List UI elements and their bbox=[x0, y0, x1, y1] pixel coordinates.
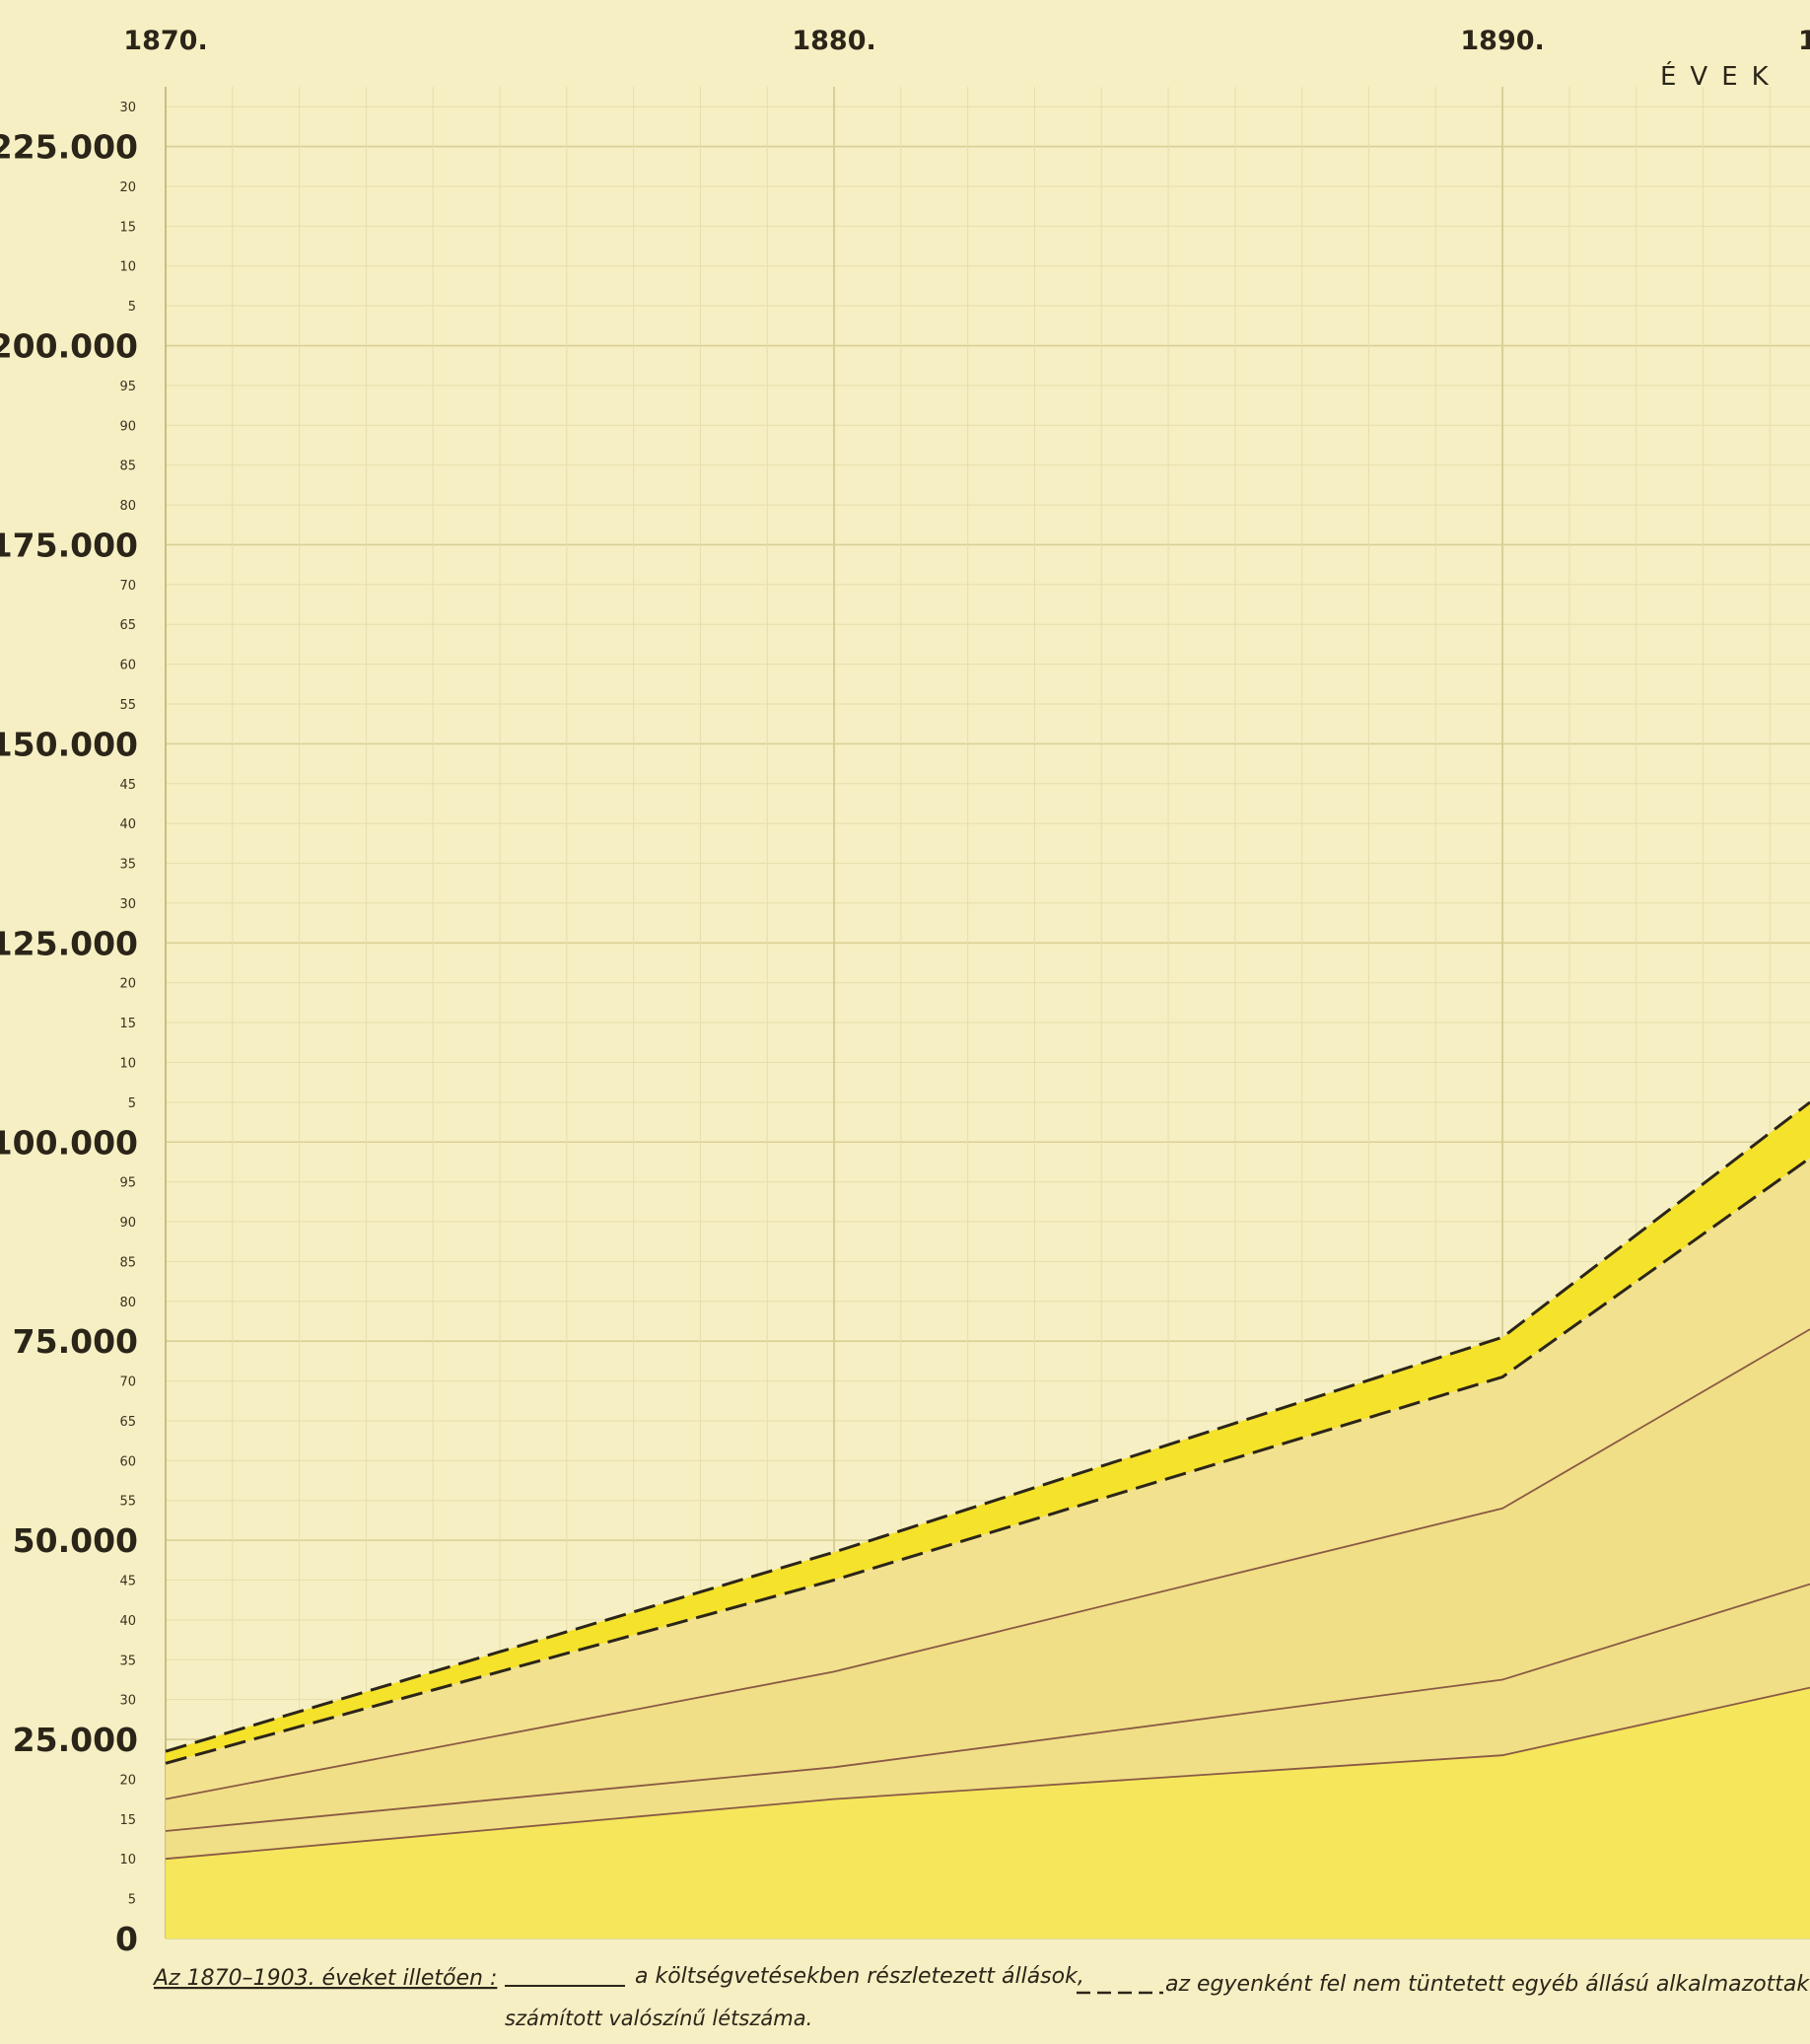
legend-line2: számított valószínű létszáma. bbox=[505, 2007, 812, 2030]
y-minor-tick-label: 30 bbox=[119, 1694, 136, 1709]
y-major-tick-label: 25.000 bbox=[13, 1721, 138, 1759]
legend-dashed-label: az egyenként fel nem tüntetett egyéb áll… bbox=[1165, 1972, 1810, 1997]
y-minor-tick-label: 80 bbox=[119, 1296, 136, 1310]
y-minor-tick-label: 60 bbox=[119, 659, 136, 673]
y-minor-tick-label: 90 bbox=[119, 419, 136, 434]
y-minor-tick-label: 30 bbox=[119, 101, 136, 115]
y-minor-tick-label: 90 bbox=[119, 1216, 136, 1231]
y-minor-tick-label: 95 bbox=[119, 1176, 136, 1191]
y-minor-tick-label: 15 bbox=[119, 1813, 136, 1828]
y-minor-tick-label: 95 bbox=[119, 380, 136, 394]
y-minor-tick-label: 55 bbox=[119, 698, 136, 713]
y-minor-tick-label: 45 bbox=[119, 1575, 136, 1589]
y-minor-tick-label: 15 bbox=[119, 220, 136, 235]
y-minor-tick-label: 5 bbox=[128, 1096, 136, 1111]
x-tick-label: 1870. bbox=[123, 26, 207, 56]
y-major-tick-label: 50.000 bbox=[13, 1521, 138, 1560]
y-major-tick-label: 225.000 bbox=[0, 128, 138, 167]
y-minor-tick-label: 5 bbox=[128, 1893, 136, 1908]
y-minor-tick-label: 35 bbox=[119, 1654, 136, 1668]
legend-prefix: Az 1870–1903. éveket illetően : bbox=[152, 1966, 497, 1991]
y-major-tick-label: 125.000 bbox=[0, 924, 138, 962]
y-minor-tick-label: 5 bbox=[128, 300, 136, 315]
y-minor-tick-label: 65 bbox=[119, 618, 136, 633]
y-minor-tick-label: 80 bbox=[119, 499, 136, 514]
y-minor-tick-label: 65 bbox=[119, 1415, 136, 1430]
y-minor-tick-label: 85 bbox=[119, 459, 136, 474]
y-minor-tick-label: 15 bbox=[119, 1017, 136, 1031]
y-minor-tick-label: 40 bbox=[119, 817, 136, 832]
y-minor-tick-label: 70 bbox=[119, 579, 136, 594]
x-tick-label: 1890. bbox=[1460, 26, 1544, 56]
y-minor-tick-label: 35 bbox=[119, 858, 136, 873]
y-minor-tick-label: 20 bbox=[119, 1773, 136, 1788]
y-minor-tick-label: 55 bbox=[119, 1495, 136, 1510]
y-minor-tick-label: 60 bbox=[119, 1454, 136, 1469]
y-minor-tick-label: 20 bbox=[119, 180, 136, 195]
y-minor-tick-label: 40 bbox=[119, 1614, 136, 1629]
y-minor-tick-label: 45 bbox=[119, 778, 136, 793]
y-minor-tick-label: 70 bbox=[119, 1375, 136, 1390]
y-minor-tick-label: 85 bbox=[119, 1255, 136, 1270]
y-minor-tick-label: 10 bbox=[119, 1056, 136, 1071]
y-major-tick-label: 200.000 bbox=[0, 327, 138, 366]
y-major-tick-label: 100.000 bbox=[0, 1123, 138, 1162]
y-minor-tick-label: 30 bbox=[119, 897, 136, 912]
y-minor-tick-label: 10 bbox=[119, 1853, 136, 1868]
y-minor-tick-label: 20 bbox=[119, 977, 136, 992]
y-major-tick-label: 75.000 bbox=[13, 1322, 138, 1361]
y-minor-tick-label: 10 bbox=[119, 260, 136, 275]
x-axis-word: ÉVEK bbox=[1660, 60, 1782, 92]
x-tick-label: 1 bbox=[1798, 26, 1810, 56]
legend-solid-label: a költségvetésekben részletezett állások… bbox=[635, 1964, 1084, 1989]
y-major-tick-label: 175.000 bbox=[0, 526, 138, 564]
x-tick-label: 1880. bbox=[792, 26, 875, 56]
y-major-tick-label: 0 bbox=[115, 1920, 138, 1958]
y-major-tick-label: 150.000 bbox=[0, 725, 138, 763]
